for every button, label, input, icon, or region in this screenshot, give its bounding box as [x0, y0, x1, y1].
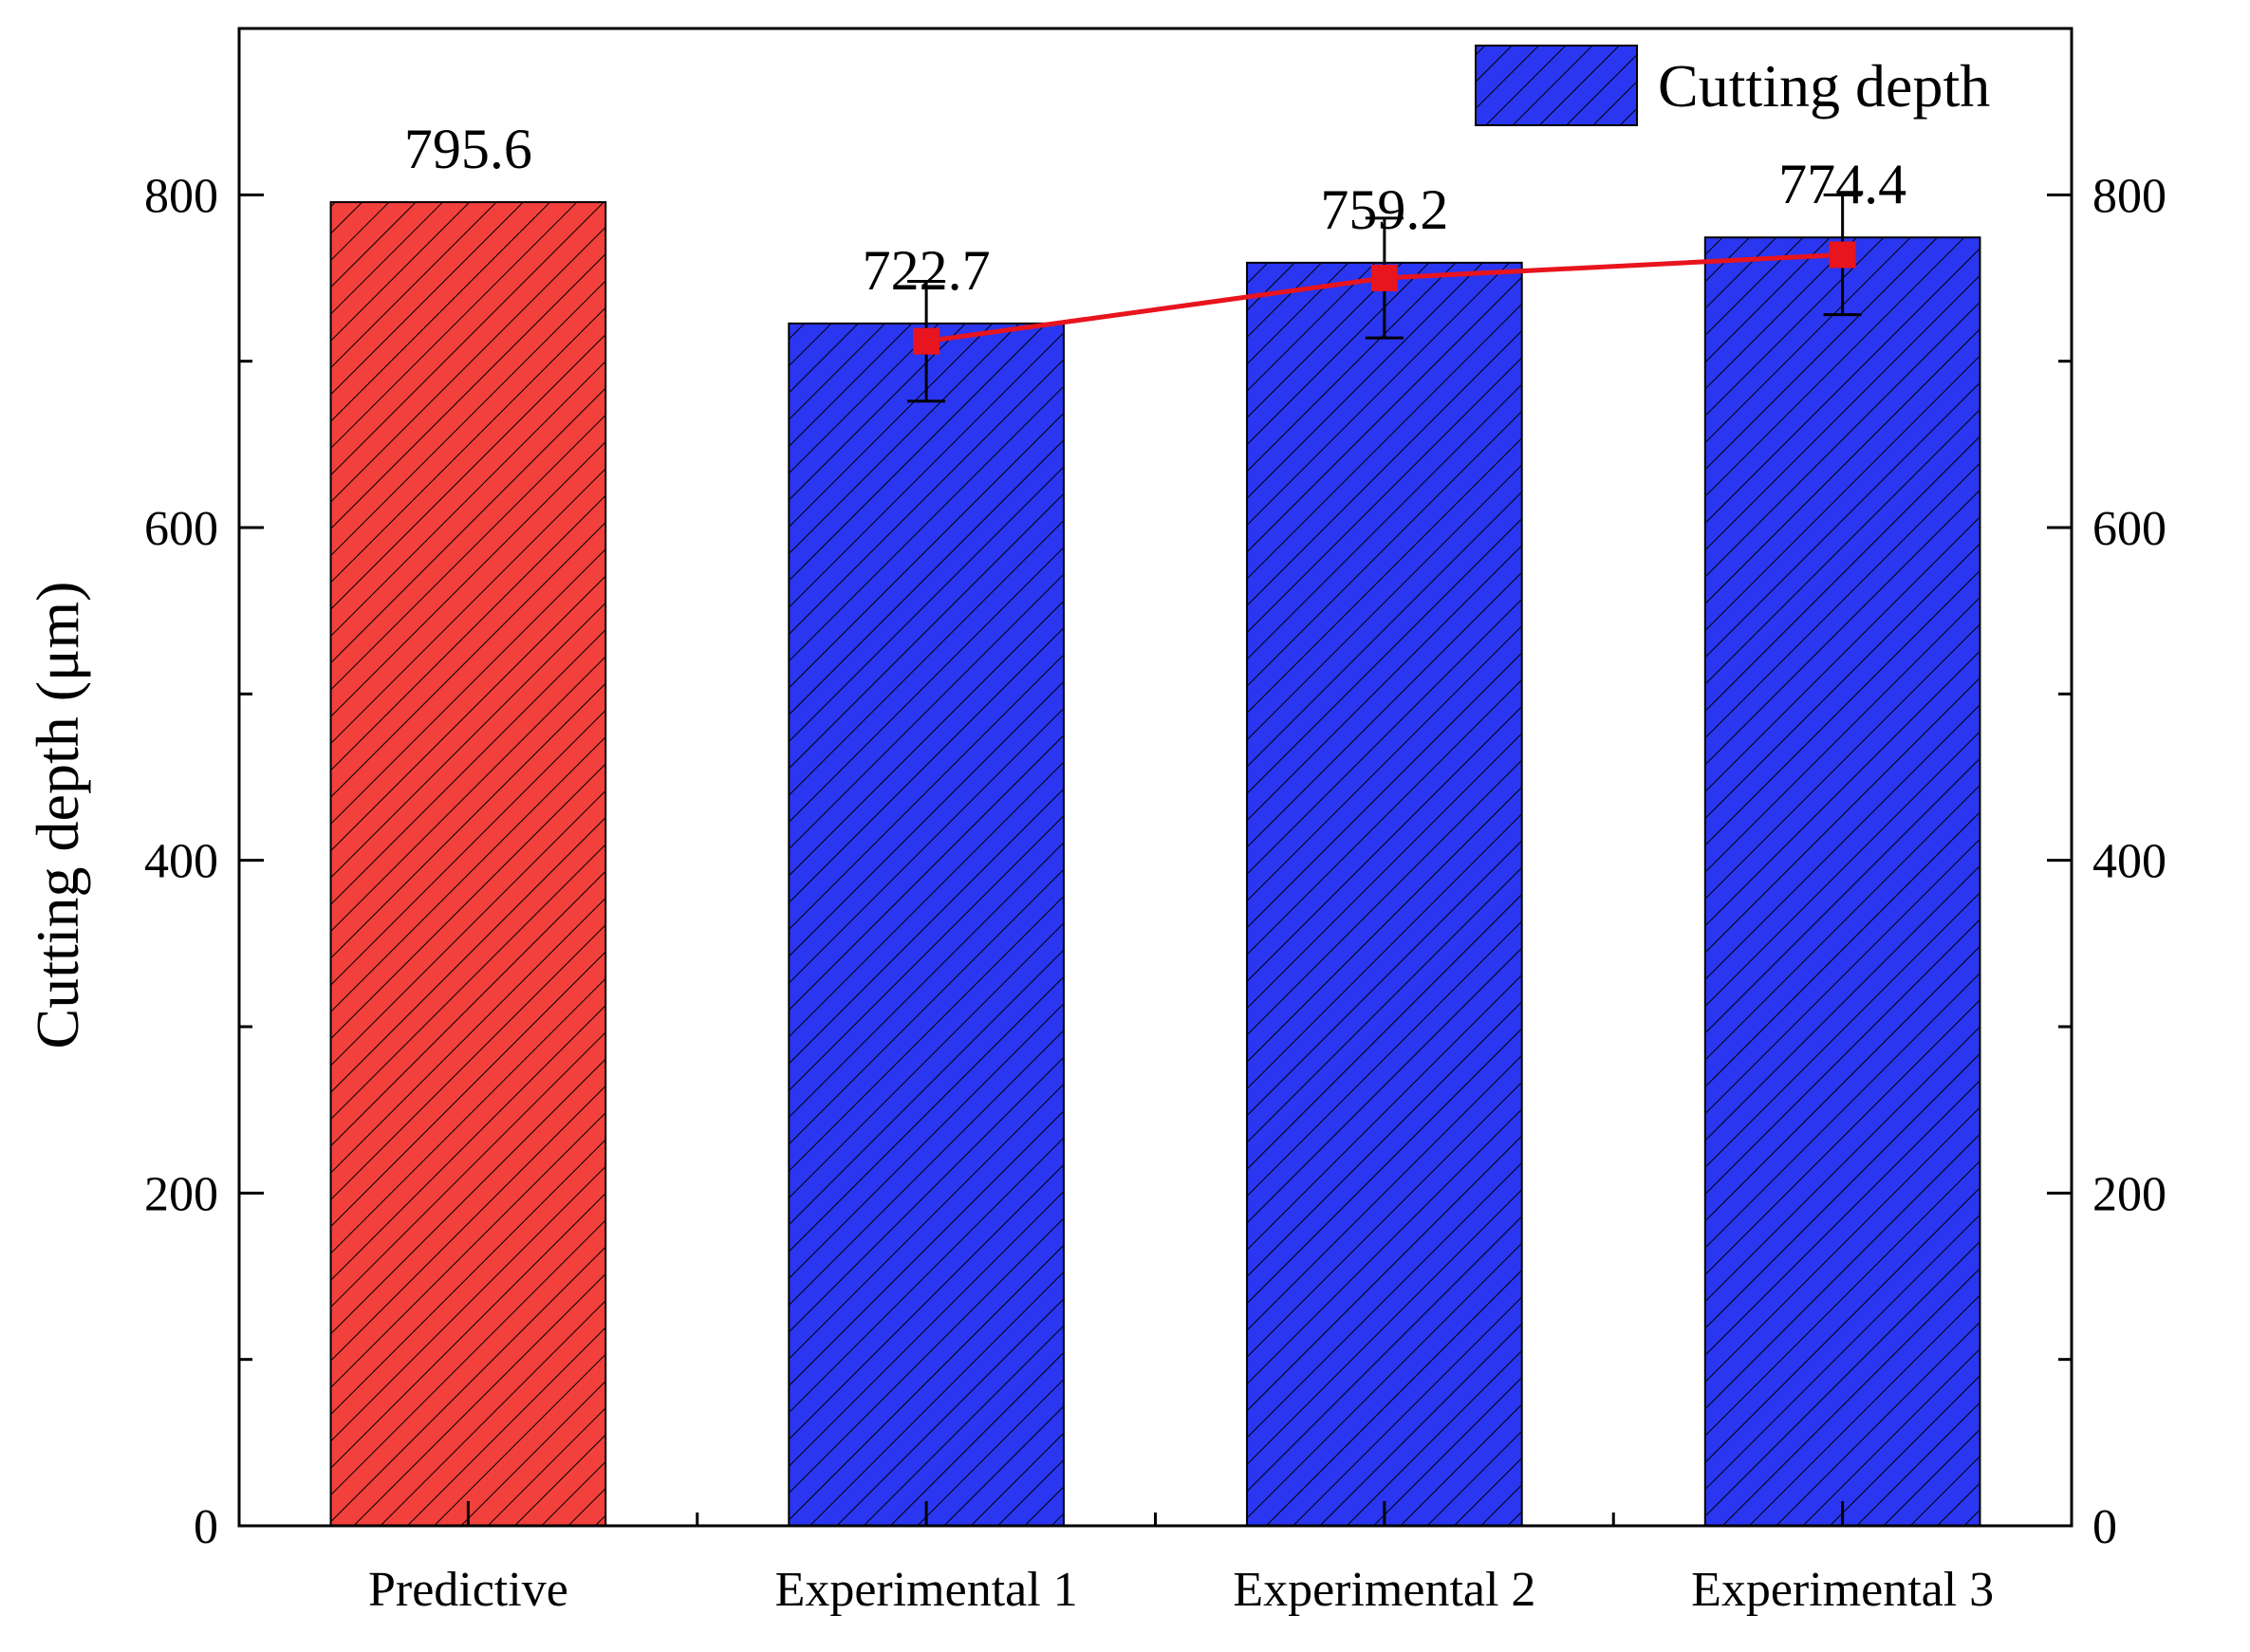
- x-tick-label-1: Predictive: [368, 1563, 568, 1617]
- trend-marker-2: [1370, 265, 1398, 291]
- bar-hatch-2: [788, 322, 1065, 1528]
- y-tick-label-left-2: 400: [144, 835, 218, 889]
- data-label-2: 722.7: [863, 239, 991, 302]
- legend-swatch-hatch: [1475, 45, 1638, 126]
- y-tick-label-right-3: 600: [2092, 502, 2166, 556]
- y-tick-label-left-1: 200: [144, 1167, 218, 1221]
- y-tick-label-right-4: 800: [2092, 169, 2166, 223]
- x-tick-label-3: Experimental 2: [1233, 1563, 1535, 1617]
- bar-hatch-1: [329, 201, 607, 1528]
- y-tick-label-left-0: 0: [194, 1500, 218, 1554]
- data-label-3: 759.2: [1320, 178, 1448, 241]
- legend-label: Cutting depth: [1658, 52, 1990, 120]
- bar-hatch-4: [1703, 236, 1981, 1528]
- data-label-4: 774.4: [1778, 153, 1906, 215]
- y-tick-label-right-1: 200: [2092, 1167, 2166, 1221]
- x-tick-label-2: Experimental 1: [775, 1563, 1078, 1617]
- y-tick-label-right-0: 0: [2092, 1500, 2117, 1554]
- x-tick-label-4: Experimental 3: [1691, 1563, 1994, 1617]
- y-axis-title: Cutting depth (μm): [24, 582, 91, 1049]
- y-tick-label-left-3: 600: [144, 502, 218, 556]
- bar-hatch-3: [1246, 261, 1523, 1527]
- data-label-1: 795.6: [404, 118, 532, 180]
- y-tick-label-left-4: 800: [144, 169, 218, 223]
- y-tick-label-right-2: 400: [2092, 835, 2166, 889]
- trend-marker-3: [1829, 241, 1856, 269]
- trend-marker-1: [913, 327, 940, 355]
